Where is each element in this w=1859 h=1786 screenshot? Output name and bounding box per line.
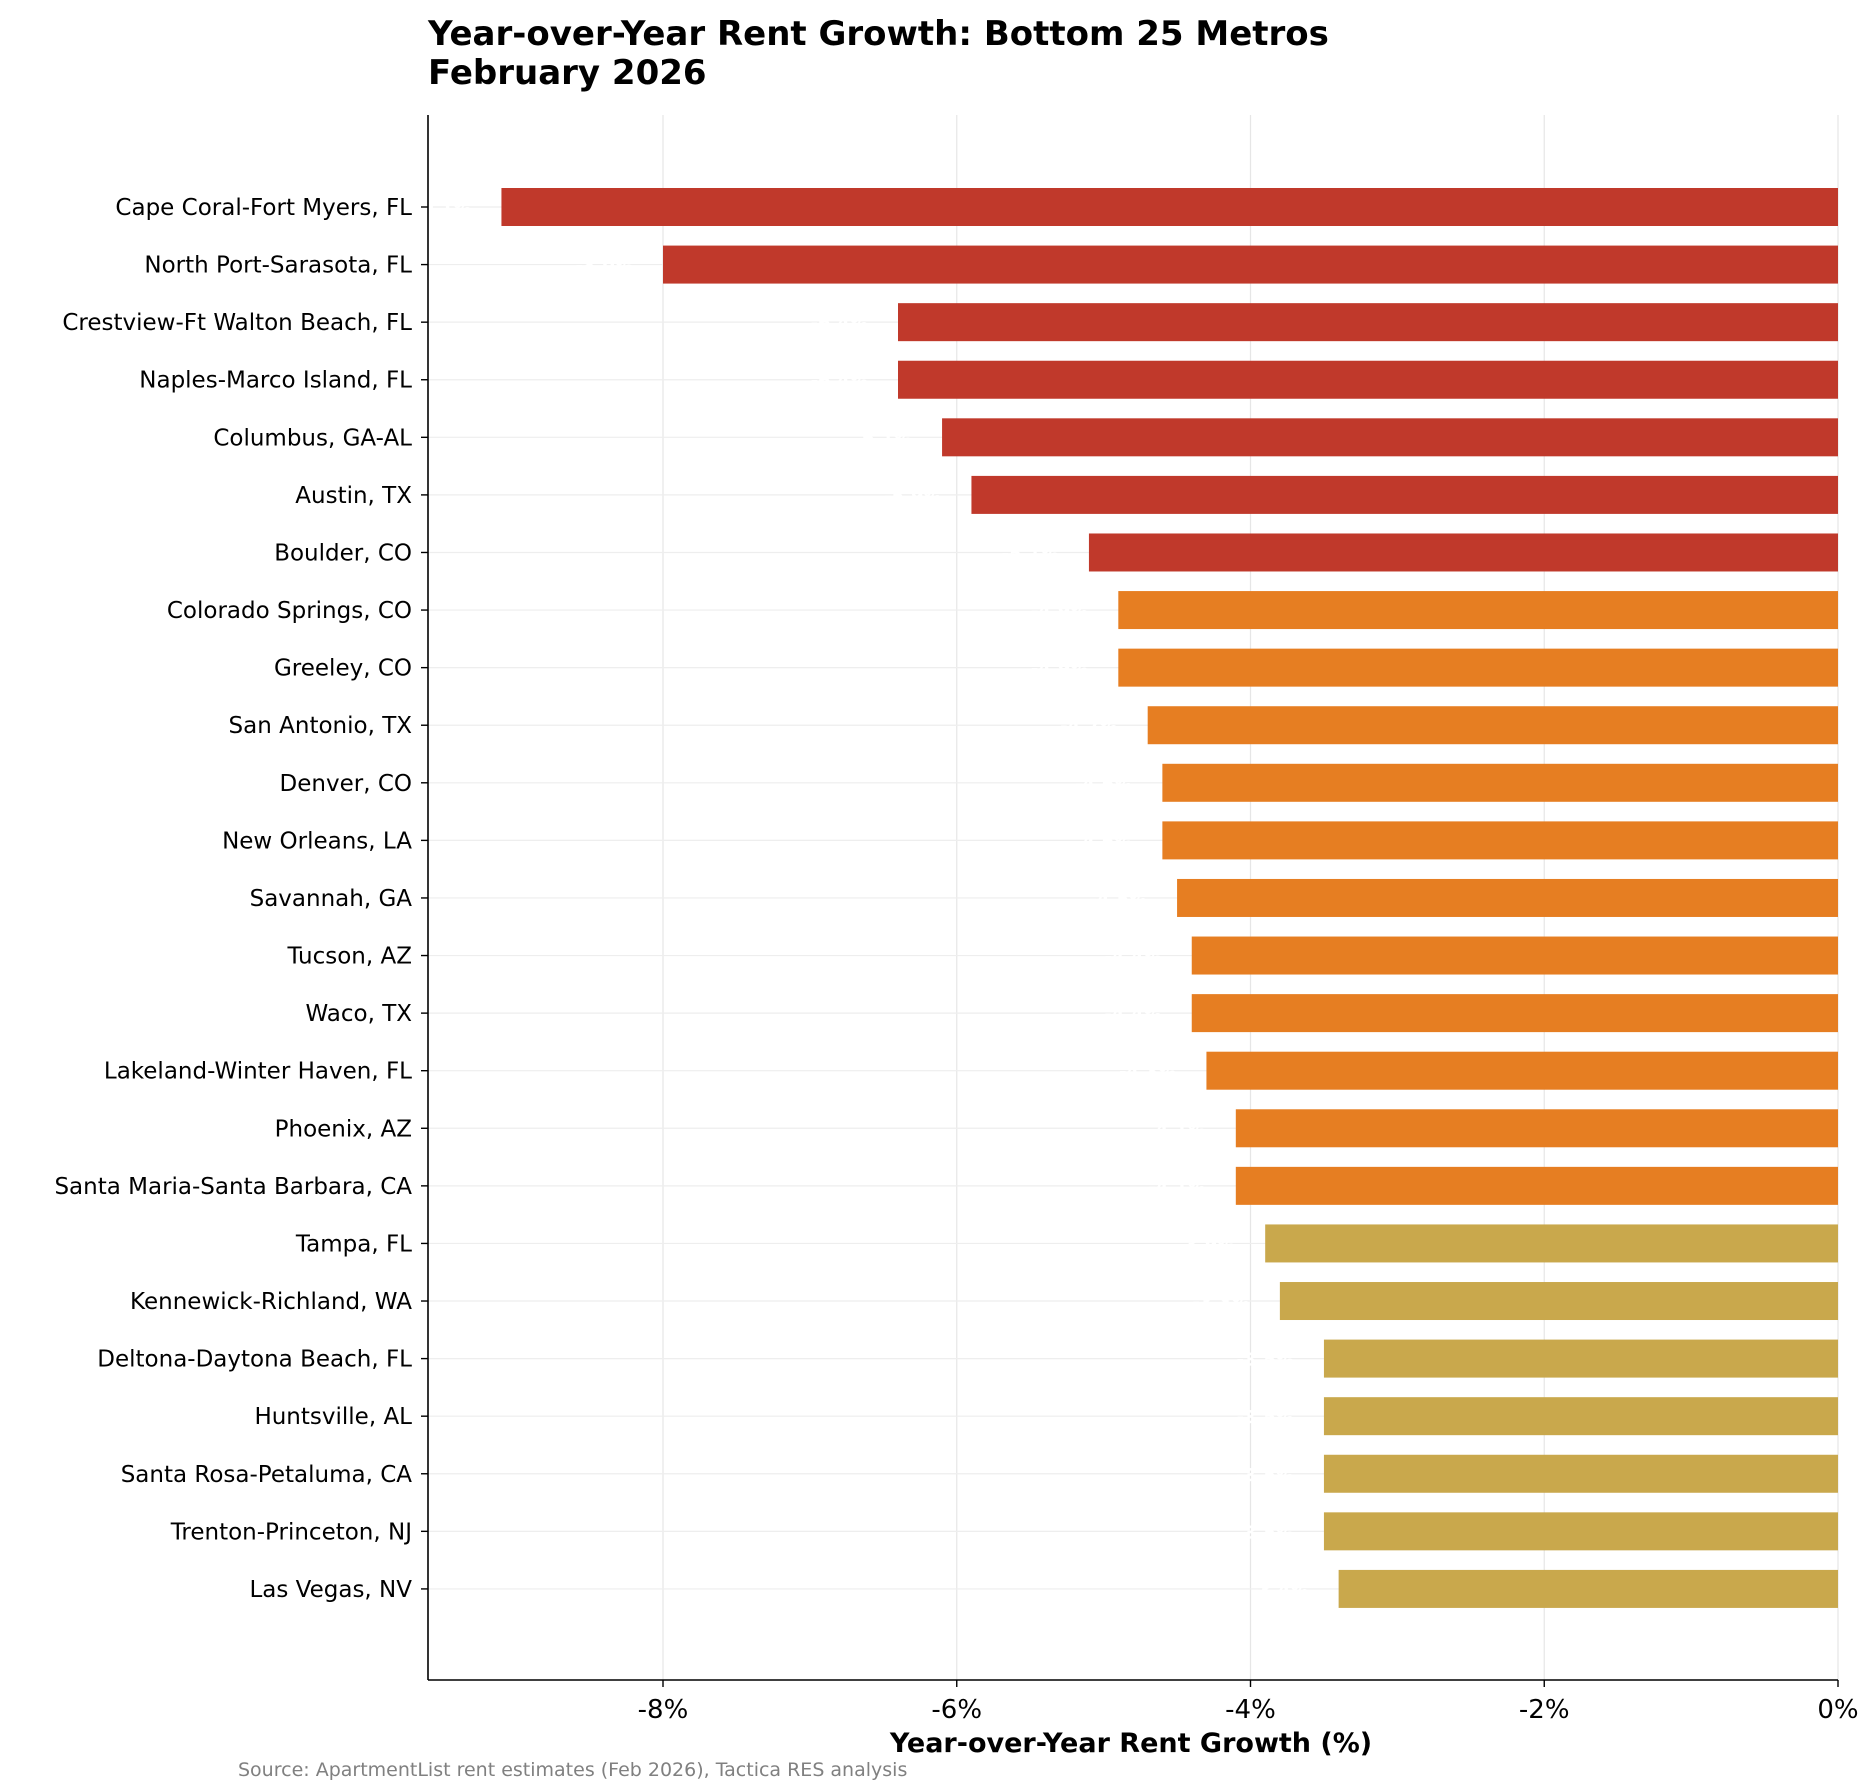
y-tick-label: Colorado Springs, CO bbox=[167, 598, 412, 624]
bar bbox=[1279, 1282, 1838, 1321]
y-tick-label: Lakeland-Winter Haven, FL bbox=[104, 1059, 412, 1085]
bar bbox=[1088, 533, 1838, 572]
bar-value-label: -4.4% bbox=[1104, 1004, 1161, 1025]
bar bbox=[898, 360, 1838, 399]
y-tick-label: Boulder, CO bbox=[274, 540, 412, 566]
bar bbox=[1338, 1569, 1838, 1608]
bar bbox=[1235, 1109, 1838, 1148]
y-tick-label: Columbus, GA-AL bbox=[213, 425, 412, 451]
bar bbox=[898, 303, 1838, 342]
y-tick-label: Phoenix, AZ bbox=[275, 1116, 412, 1142]
bar-value-label: -3.5% bbox=[1237, 1465, 1294, 1486]
bar bbox=[1235, 1166, 1838, 1205]
bar-value-label: -4.9% bbox=[1031, 601, 1088, 622]
chart-subtitle: February 2026 bbox=[428, 53, 707, 93]
y-tick-labels: Cape Coral-Fort Myers, FL North Port-Sara… bbox=[54, 195, 428, 1603]
bar bbox=[1162, 821, 1838, 860]
y-tick-label: Cape Coral-Fort Myers, FL bbox=[115, 195, 412, 221]
x-tick-label: -6% bbox=[931, 1695, 982, 1725]
bar-value-label: -4.4% bbox=[1104, 947, 1161, 968]
x-axis-label: Year-over-Year Rent Growth (%) bbox=[889, 1728, 1372, 1759]
bar-value-label: -3.5% bbox=[1237, 1350, 1294, 1371]
bar-value-label: -4.6% bbox=[1075, 774, 1132, 795]
value-labels: -9.1% -8.0% -6.4% -6.4% -6.1% -5.9% -5.1% -4.9%… bbox=[414, 198, 1309, 1601]
y-tick-label: Austin, TX bbox=[295, 483, 412, 509]
y-tick-label: New Orleans, LA bbox=[222, 828, 412, 854]
x-tick-label: 0% bbox=[1817, 1695, 1858, 1725]
bar-value-label: -5.9% bbox=[884, 486, 941, 507]
x-tick-label: -4% bbox=[1225, 1695, 1276, 1725]
bar bbox=[1206, 1051, 1838, 1090]
chart-title: Year-over-Year Rent Growth: Bottom 25 Me… bbox=[427, 14, 1329, 54]
y-tick-label: Santa Rosa-Petaluma, CA bbox=[121, 1462, 413, 1488]
bar-value-label: -4.3% bbox=[1119, 1062, 1176, 1083]
x-tick-label: -2% bbox=[1519, 1695, 1570, 1725]
bar-value-label: -3.5% bbox=[1237, 1522, 1294, 1543]
bar-value-label: -4.5% bbox=[1090, 889, 1147, 910]
source-note: Source: ApartmentList rent estimates (Fe… bbox=[238, 1759, 907, 1781]
y-tick-label: Greeley, CO bbox=[274, 656, 412, 682]
bar bbox=[501, 188, 1838, 226]
bar-value-label: -6.1% bbox=[855, 428, 912, 449]
x-tick-labels: -8% -6% -4% -2% 0% bbox=[638, 1680, 1859, 1725]
y-tick-label: Huntsville, AL bbox=[254, 1404, 412, 1430]
bars bbox=[501, 188, 1838, 1608]
bar bbox=[1118, 591, 1838, 630]
bar-value-label: -5.1% bbox=[1002, 543, 1059, 564]
y-tick-label: San Antonio, TX bbox=[229, 713, 413, 739]
y-tick-label: Trenton-Princeton, NJ bbox=[170, 1519, 412, 1545]
bar-value-label: -6.4% bbox=[811, 371, 868, 392]
bar bbox=[1323, 1454, 1838, 1493]
bar-value-label: -3.8% bbox=[1192, 1292, 1249, 1313]
bar bbox=[663, 245, 1838, 284]
y-tick-label: Waco, TX bbox=[305, 1001, 412, 1027]
bar bbox=[1191, 994, 1838, 1033]
x-tick-label: -8% bbox=[638, 1695, 689, 1725]
y-tick-label: Naples-Marco Island, FL bbox=[139, 368, 412, 394]
bar bbox=[1118, 648, 1838, 687]
bar-value-label: -8.0% bbox=[576, 256, 633, 277]
y-tick-label: Tucson, AZ bbox=[286, 944, 412, 970]
bar bbox=[942, 418, 1838, 457]
y-tick-label: Las Vegas, NV bbox=[249, 1577, 412, 1603]
bar-value-label: -3.4% bbox=[1251, 1580, 1308, 1601]
y-tick-label: Deltona-Daytona Beach, FL bbox=[97, 1347, 412, 1373]
y-tick-label: Savannah, GA bbox=[250, 886, 413, 912]
bar bbox=[1323, 1339, 1838, 1378]
bar bbox=[1323, 1512, 1838, 1551]
bar-value-label: -3.5% bbox=[1237, 1407, 1294, 1428]
bar bbox=[1323, 1397, 1838, 1436]
y-tick-label: Denver, CO bbox=[280, 771, 412, 797]
bar-value-label: -9.1% bbox=[414, 198, 471, 219]
y-tick-label: Kennewick-Richland, WA bbox=[130, 1289, 412, 1315]
y-tick-label: North Port-Sarasota, FL bbox=[144, 253, 412, 279]
bar bbox=[1147, 706, 1838, 745]
bar bbox=[1191, 936, 1838, 975]
bar bbox=[1162, 763, 1838, 802]
bar-value-label: -6.4% bbox=[811, 313, 868, 334]
y-tick-label: Santa Maria-Santa Barbara, CA bbox=[54, 1174, 412, 1200]
y-tick-label: Tampa, FL bbox=[295, 1231, 412, 1257]
bar-value-label: -4.9% bbox=[1031, 659, 1088, 680]
y-tick-label: Crestview-Ft Walton Beach, FL bbox=[62, 310, 412, 336]
bar-value-label: -4.7% bbox=[1060, 716, 1117, 737]
bar-value-label: -4.1% bbox=[1148, 1177, 1205, 1198]
bar bbox=[1177, 878, 1838, 917]
bar-value-label: -4.1% bbox=[1148, 1119, 1205, 1140]
bar bbox=[971, 475, 1838, 514]
bar-value-label: -3.9% bbox=[1178, 1234, 1235, 1255]
bar bbox=[1265, 1224, 1838, 1263]
bar-value-label: -4.6% bbox=[1075, 831, 1132, 852]
